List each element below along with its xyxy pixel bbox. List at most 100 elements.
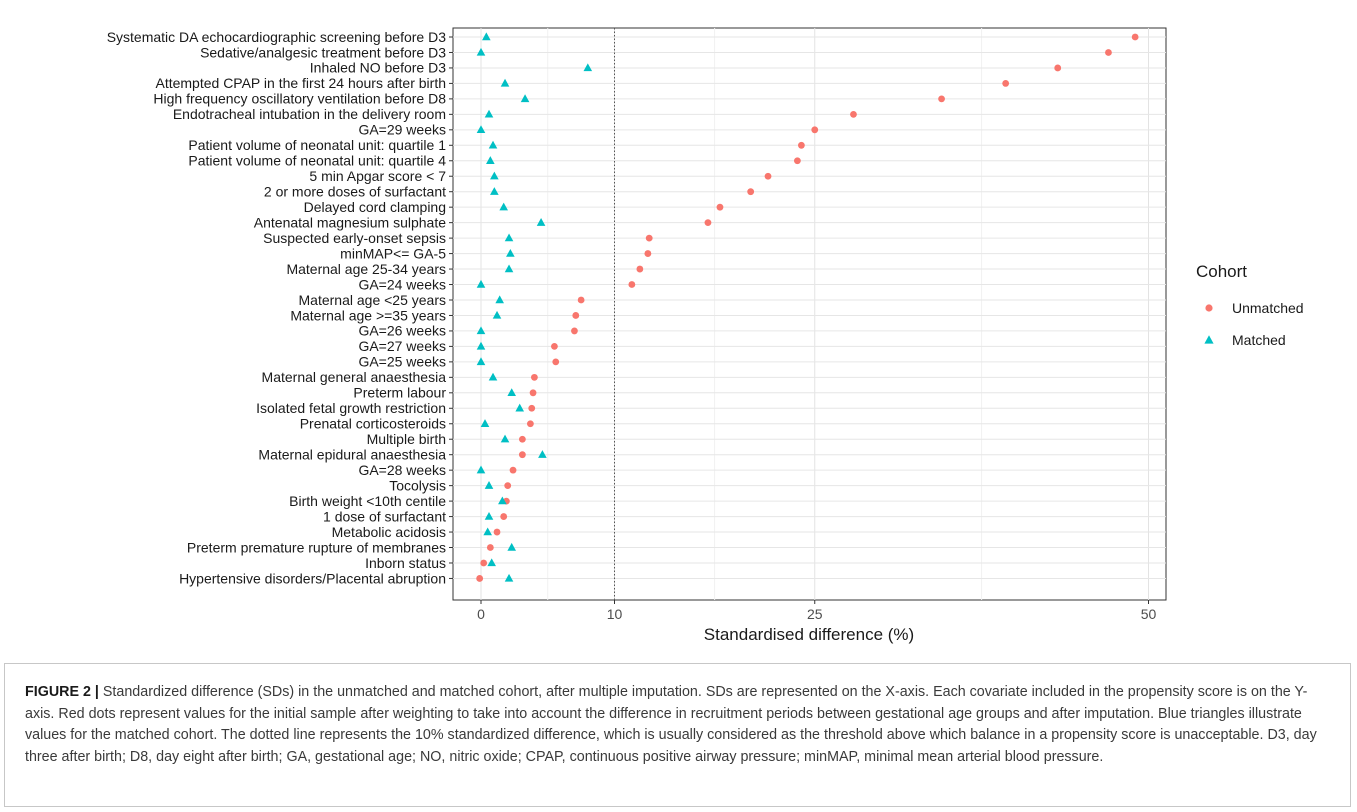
- matched-point: [499, 202, 508, 211]
- matched-point: [488, 372, 498, 381]
- unmatched-point: [644, 250, 652, 257]
- matched-point: [490, 171, 499, 180]
- unmatched-point: [938, 95, 945, 103]
- unmatched-point: [577, 296, 585, 304]
- unmatched-point: [518, 435, 526, 443]
- plot-panel: [452, 27, 1167, 601]
- matched-point: [506, 248, 515, 257]
- unmatched-point: [500, 513, 508, 520]
- dot-plot: Systematic DA echocardiographic screenin…: [107, 27, 1167, 644]
- matched-point: [504, 573, 514, 582]
- y-tick-label: Hypertensive disorders/Placental abrupti…: [179, 570, 446, 586]
- unmatched-point: [476, 575, 484, 582]
- y-tick-label: Inhaled NO before D3: [310, 60, 446, 76]
- unmatched-point: [716, 203, 724, 211]
- unmatched-point: [504, 482, 512, 490]
- unmatched-point: [518, 451, 526, 459]
- matched-point: [504, 233, 514, 242]
- y-tick-label: Systematic DA echocardiographic screenin…: [107, 29, 447, 45]
- matched-point: [492, 310, 502, 319]
- unmatched-point: [811, 126, 819, 134]
- matched-point: [520, 94, 530, 103]
- unmatched-point: [526, 420, 534, 428]
- unmatched-point: [793, 157, 801, 165]
- x-tick-label: 25: [807, 606, 823, 622]
- x-tick-label: 0: [477, 606, 485, 622]
- legend-title: Cohort: [1196, 262, 1248, 281]
- y-tick-label: Inborn status: [365, 555, 446, 571]
- y-tick-label: GA=26 weeks: [358, 323, 446, 339]
- unmatched-point: [486, 544, 494, 551]
- y-tick-label: Antenatal magnesium sulphate: [254, 214, 446, 230]
- circle-marker-icon: [1205, 304, 1213, 312]
- y-tick-label: Suspected early-onset sepsis: [263, 230, 446, 246]
- grid-lines: [453, 28, 1166, 600]
- y-tick-label: GA=27 weeks: [358, 338, 446, 354]
- matched-point: [486, 156, 495, 164]
- y-tick-label: GA=29 weeks: [358, 122, 446, 138]
- y-tick-label: Delayed cord clamping: [304, 199, 446, 215]
- caption-text: Standardized difference (SDs) in the unm…: [25, 684, 1317, 765]
- matched-point: [507, 388, 517, 397]
- unmatched-point: [1002, 80, 1010, 87]
- y-tick-label: Attempted CPAP in the first 24 hours aft…: [155, 75, 446, 91]
- y-tick-label: Maternal epidural anaesthesia: [258, 446, 446, 462]
- matched-point: [482, 32, 491, 41]
- matched-point: [507, 542, 517, 551]
- matched-point: [504, 264, 514, 273]
- y-tick-label: GA=24 weeks: [358, 276, 446, 292]
- unmatched-point: [850, 110, 857, 118]
- data-marks: [476, 32, 1139, 582]
- y-tick-label: Multiple birth: [367, 431, 446, 447]
- y-tick-label: Preterm premature rupture of membranes: [187, 539, 446, 555]
- unmatched-point: [645, 234, 653, 242]
- unmatched-point: [1105, 49, 1112, 56]
- unmatched-point: [480, 559, 488, 567]
- legend-label-matched: Matched: [1232, 332, 1286, 348]
- y-tick-label: Preterm labour: [353, 385, 446, 401]
- y-tick-label: minMAP<= GA-5: [340, 245, 446, 261]
- y-tick-label: Isolated fetal growth restriction: [256, 400, 446, 416]
- unmatched-point: [628, 281, 636, 288]
- unmatched-point: [747, 188, 755, 196]
- matched-point: [487, 558, 496, 567]
- unmatched-point: [509, 466, 517, 474]
- triangle-marker-icon: [1204, 335, 1214, 344]
- unmatched-point: [704, 219, 712, 227]
- matched-point: [476, 341, 486, 350]
- unmatched-point: [552, 358, 560, 366]
- matched-point: [583, 63, 593, 72]
- matched-point: [484, 109, 494, 118]
- matched-point: [488, 140, 498, 149]
- unmatched-point: [798, 141, 805, 149]
- matched-point: [536, 218, 546, 226]
- figure-label: FIGURE 2 |: [25, 684, 99, 700]
- unmatched-point: [1054, 64, 1062, 72]
- x-tick-label: 50: [1141, 606, 1157, 622]
- legend-label-unmatched: Unmatched: [1232, 300, 1304, 316]
- matched-point: [500, 78, 510, 87]
- y-tick-label: Maternal age <25 years: [299, 292, 446, 308]
- y-tick-label: Patient volume of neonatal unit: quartil…: [188, 137, 446, 153]
- y-tick-label: Endotracheal intubation in the delivery …: [173, 106, 446, 122]
- unmatched-point: [572, 312, 580, 319]
- matched-point: [480, 419, 490, 427]
- y-tick-label: GA=25 weeks: [358, 354, 446, 370]
- unmatched-point: [529, 389, 537, 397]
- unmatched-point: [551, 343, 558, 350]
- unmatched-point: [528, 404, 536, 412]
- matched-point: [495, 295, 504, 304]
- matched-point: [484, 511, 494, 520]
- y-tick-label: 1 dose of surfactant: [323, 508, 446, 524]
- matched-point: [500, 434, 510, 443]
- unmatched-point: [571, 327, 578, 335]
- y-axis-ticks: Systematic DA echocardiographic screenin…: [107, 29, 453, 586]
- unmatched-point: [764, 172, 772, 180]
- y-tick-label: Tocolysis: [389, 477, 446, 493]
- y-tick-label: 2 or more doses of surfactant: [264, 184, 446, 200]
- matched-point: [476, 465, 486, 474]
- y-tick-label: Maternal age 25-34 years: [286, 261, 446, 277]
- figure-caption: FIGURE 2 | Standardized difference (SDs)…: [25, 682, 1335, 768]
- y-tick-label: Maternal general anaesthesia: [262, 369, 447, 385]
- y-tick-label: Sedative/analgesic treatment before D3: [200, 44, 446, 60]
